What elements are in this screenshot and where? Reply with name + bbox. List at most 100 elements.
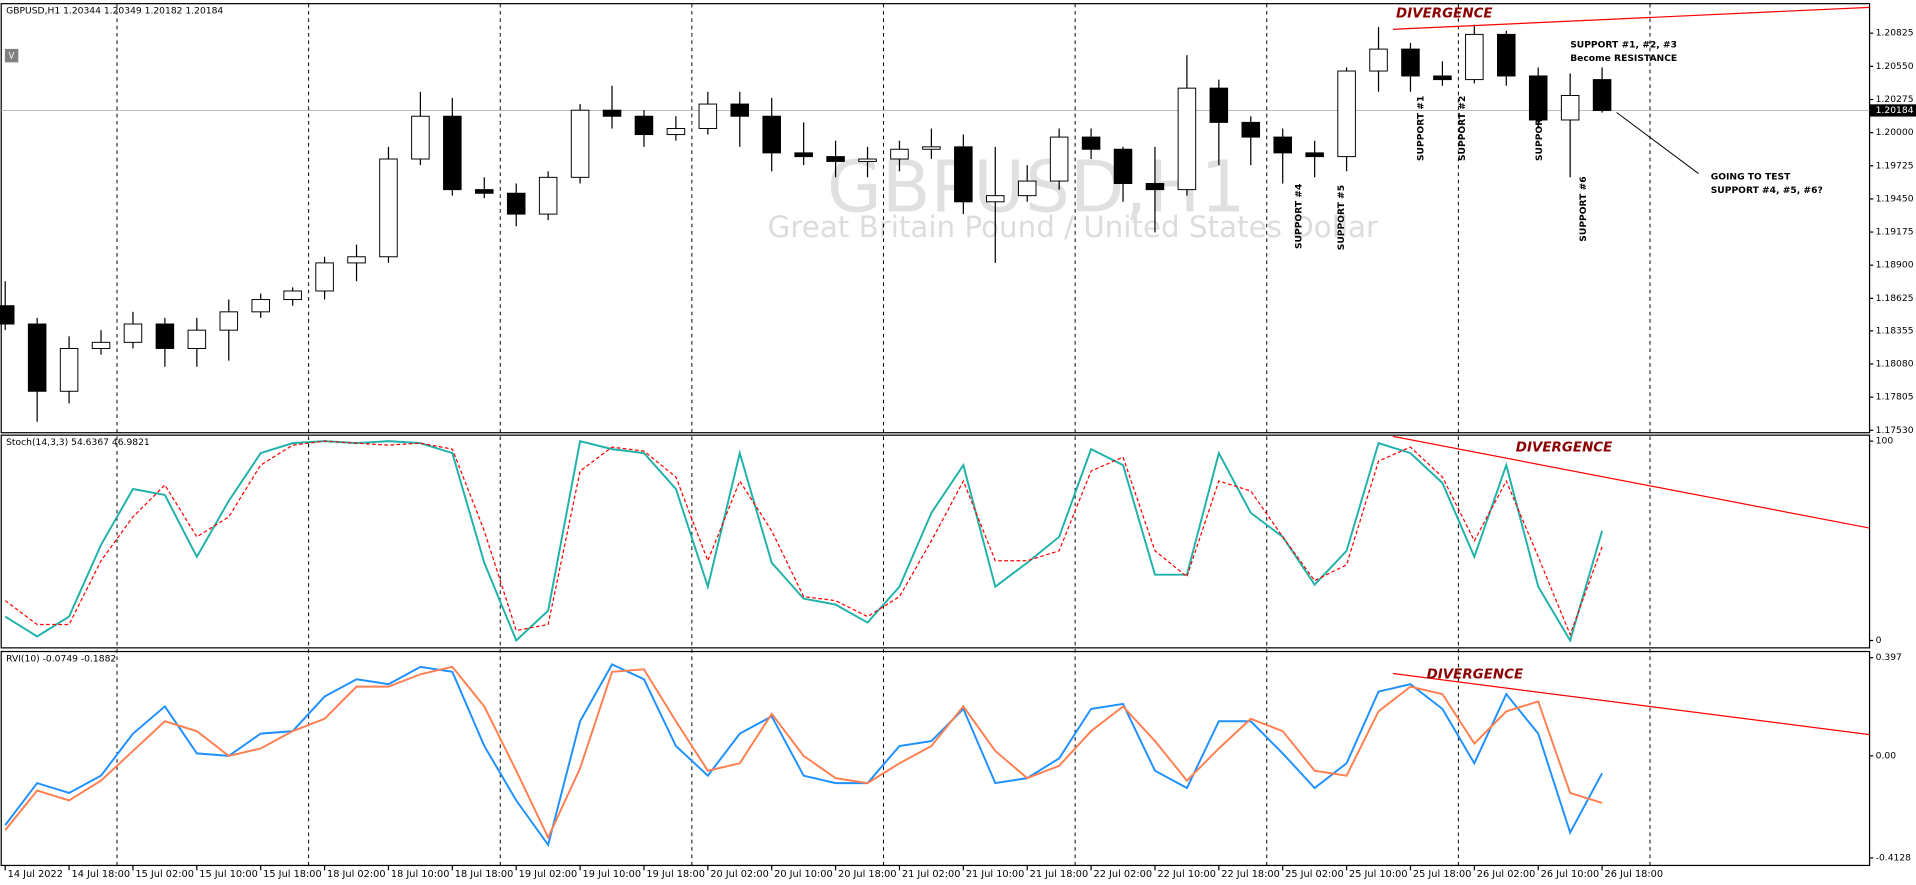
panel-title: GBPUSD,H1 1.20344 1.20349 1.20182 1.2018…: [6, 6, 223, 17]
candle-body: [59, 347, 79, 392]
candle-body: [954, 146, 973, 203]
x-tick-label: 15 Jul 18:00: [263, 869, 322, 880]
y-tick-label: 1.18080: [1876, 359, 1914, 370]
candle-body: [570, 109, 590, 178]
candle-body: [762, 115, 781, 154]
annotation: DIVERGENCE: [1516, 440, 1613, 455]
candle-body: [347, 256, 366, 264]
annotation: SUPPORT #4: [1293, 184, 1304, 249]
candle-body: [219, 311, 239, 331]
x-tick-label: 18 Jul 18:00: [455, 869, 514, 880]
candle-body: [666, 128, 686, 136]
trend-line: [1392, 672, 1870, 736]
candle-body: [858, 158, 877, 162]
x-tick-label: 19 Jul 10:00: [583, 869, 642, 880]
x-tick-label: 26 Jul 02:00: [1477, 869, 1536, 880]
annotation: DIVERGENCE: [1427, 668, 1524, 683]
x-tick-label: 15 Jul 02:00: [135, 869, 194, 880]
panel-title: RVI(10) -0.0749 -0.1882: [6, 653, 116, 664]
candle-body: [1560, 95, 1580, 121]
candle-body: [826, 156, 845, 162]
y-tick-label: 1.19175: [1876, 227, 1914, 238]
candle-body: [1177, 87, 1197, 191]
candle-body: [538, 176, 558, 215]
candle-body: [475, 189, 494, 194]
y-tick-label: 1.20825: [1876, 28, 1914, 39]
trend-line: [1392, 6, 1870, 30]
x-tick-label: 25 Jul 18:00: [1413, 869, 1472, 880]
annotation: Become RESISTANCE: [1570, 53, 1677, 64]
y-tick-label: 1.20000: [1876, 127, 1914, 138]
y-tick-label: 1.18355: [1876, 325, 1914, 336]
candle-body: [187, 329, 207, 349]
candle-body: [698, 103, 718, 130]
x-tick-label: 14 Jul 2022: [8, 869, 63, 880]
series-line: [4, 439, 1604, 643]
x-tick-label: 26 Jul 10:00: [1541, 869, 1600, 880]
x-tick-label: 18 Jul 10:00: [391, 869, 450, 880]
x-tick-label: 20 Jul 18:00: [838, 869, 897, 880]
x-tick-label: 26 Jul 18:00: [1605, 869, 1664, 880]
x-tick-label: 25 Jul 02:00: [1285, 869, 1344, 880]
y-tick-label: 1.20275: [1876, 94, 1914, 105]
y-tick-label: -0.4128: [1876, 852, 1912, 863]
x-tick-label: 19 Jul 18:00: [646, 869, 705, 880]
candle-body: [1401, 48, 1420, 77]
panel-title: Stoch(14,3,3) 54.6367 46.9821: [6, 437, 150, 448]
series-line: [4, 665, 1603, 840]
annotation: SUPPORT #2: [1457, 96, 1468, 161]
x-tick-label: 25 Jul 10:00: [1349, 869, 1408, 880]
candle-body: [1337, 70, 1356, 158]
candle-body: [890, 148, 909, 160]
y-tick-label: 1.20550: [1876, 61, 1914, 72]
x-tick-label: 15 Jul 10:00: [199, 869, 258, 880]
candle-body: [922, 146, 941, 150]
x-tick-label: 14 Jul 18:00: [72, 869, 131, 880]
chart-button-label[interactable]: V: [9, 52, 15, 62]
trend-line: [1392, 435, 1870, 529]
candle-body: [1209, 87, 1229, 123]
chart-button: [4, 48, 19, 63]
candle-body: [1273, 136, 1292, 154]
annotation: SUPPORT #3: [1534, 96, 1545, 161]
candle-body: [1433, 75, 1452, 81]
candle-body: [251, 299, 270, 313]
candle-body: [283, 290, 302, 301]
y-tick-label: 1.19725: [1876, 160, 1914, 171]
series-line: [4, 440, 1603, 637]
candle-body: [1592, 79, 1612, 111]
annotation: SUPPORT #1, #2, #3: [1570, 40, 1677, 51]
annotation: GOING TO TEST: [1711, 172, 1791, 183]
panel: [0, 650, 1871, 867]
y-tick-label: 0.00: [1876, 750, 1897, 761]
series-line: [4, 663, 1603, 848]
candle-body: [443, 115, 462, 191]
y-tick-label: 1.18625: [1876, 293, 1914, 304]
candle-body: [1369, 48, 1388, 72]
candle-body: [27, 323, 47, 392]
x-tick-label: 19 Jul 02:00: [519, 869, 578, 880]
annotation: SUPPORT #4, #5, #6?: [1711, 185, 1823, 196]
x-tick-label: 20 Jul 10:00: [774, 869, 833, 880]
candle-body: [730, 103, 750, 117]
candle-body: [1049, 136, 1069, 182]
x-tick-label: 22 Jul 02:00: [1094, 869, 1153, 880]
x-tick-label: 22 Jul 18:00: [1221, 869, 1280, 880]
candle-body: [1465, 33, 1484, 81]
candle-body: [1528, 75, 1548, 121]
annotation: DIVERGENCE: [1396, 6, 1493, 21]
y-tick-label: 1.18900: [1876, 260, 1914, 271]
x-tick-label: 21 Jul 02:00: [902, 869, 961, 880]
price-box: [1869, 104, 1916, 117]
x-tick-label: 21 Jul 18:00: [1030, 869, 1089, 880]
candle-body: [155, 323, 175, 349]
candle-body: [1081, 136, 1101, 150]
candle-body: [634, 115, 654, 136]
candle-body: [1305, 152, 1324, 158]
candle-body: [1241, 121, 1261, 138]
candle-body: [91, 341, 111, 349]
candle-body: [602, 109, 622, 117]
y-tick-label: 1.19450: [1876, 193, 1914, 204]
